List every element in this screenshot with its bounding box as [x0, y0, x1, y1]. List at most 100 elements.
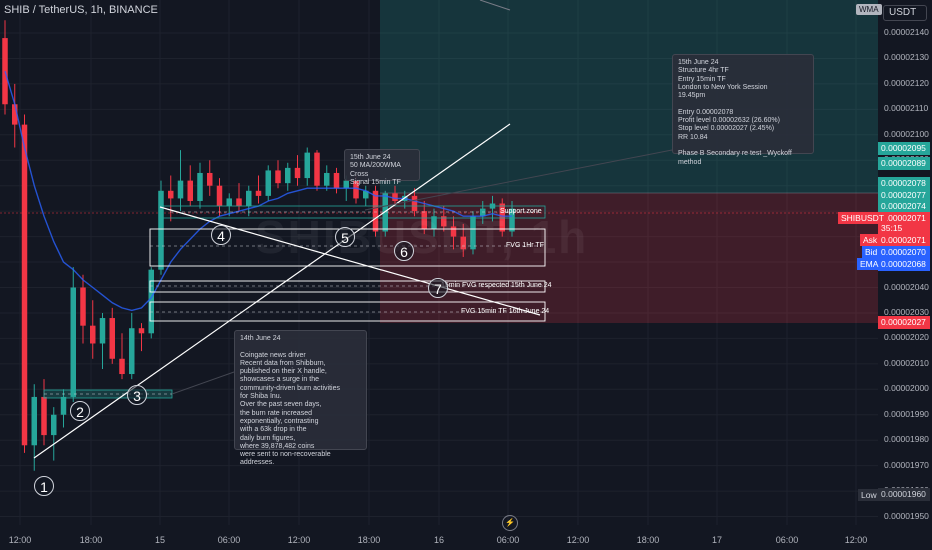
price-tick-label: 0.00002130: [884, 52, 929, 63]
time-tick-label: 12:00: [566, 535, 590, 545]
note-connector-14th: [171, 371, 235, 395]
candle: [441, 206, 447, 232]
price-tick-label: 0.00001970: [884, 459, 929, 470]
candle: [51, 407, 57, 461]
time-tick-label: 06:00: [775, 535, 799, 545]
candle-body: [99, 318, 106, 344]
candle: [21, 114, 28, 453]
time-tick-label: 15: [154, 535, 166, 545]
candle: [421, 200, 427, 235]
candle-body: [431, 216, 437, 229]
candle: [109, 307, 115, 364]
candle: [275, 160, 281, 189]
candle: [207, 160, 213, 196]
price-tick-label: 0.00001980: [884, 434, 929, 445]
candle: [363, 185, 369, 207]
note-june15-setup[interactable]: 15th June 24 Structure 4hr TF Entry 15mi…: [672, 54, 814, 166]
price-tick-label: 0.00002010: [884, 357, 929, 368]
candle: [99, 312, 106, 369]
candle-body: [51, 414, 57, 436]
support-zone-label: Support zone: [500, 208, 542, 215]
time-tick-label: 06:00: [496, 535, 520, 545]
candle: [304, 147, 310, 186]
candle-body: [460, 236, 466, 250]
marker-6[interactable]: 6: [394, 241, 414, 261]
price-label-2095: 0.00002095: [878, 142, 930, 155]
current-price-label: 0.00002071: [878, 212, 930, 225]
note-june14-news[interactable]: 14th June 24 Coingate news driver Recent…: [234, 330, 367, 466]
time-tick-label: 18:00: [357, 535, 381, 545]
candle: [177, 150, 184, 212]
candle: [509, 200, 515, 237]
candle-body: [197, 172, 203, 201]
candle-body: [168, 190, 174, 199]
candle-body: [148, 269, 154, 334]
price-tick-label: 0.00002000: [884, 383, 929, 394]
candle: [285, 162, 291, 191]
time-tick-label: 12:00: [844, 535, 868, 545]
marker-2[interactable]: 2: [70, 401, 90, 421]
marker-1[interactable]: 1: [34, 476, 54, 496]
candle: [2, 20, 8, 115]
candle-body: [246, 190, 252, 207]
candle-body: [294, 167, 301, 179]
candle-body: [158, 190, 164, 270]
price-label-2078: 0.00002078: [878, 177, 930, 190]
candle: [265, 165, 271, 201]
candle: [60, 389, 67, 428]
candle: [216, 178, 223, 217]
marker-4[interactable]: 4: [211, 225, 231, 245]
time-tick-label: 18:00: [79, 535, 103, 545]
candle: [168, 175, 174, 222]
symbol-side-label: SHIBUSDT: [838, 212, 887, 224]
candle: [148, 267, 154, 339]
candle-body: [216, 185, 223, 207]
candle: [480, 200, 486, 224]
candle: [31, 384, 37, 471]
candle-body: [499, 203, 505, 232]
price-tick-label: 0.00002110: [884, 103, 929, 114]
time-tick-label: 12:00: [287, 535, 311, 545]
ema-side-label: EMA: [857, 258, 882, 270]
time-tick-label: 06:00: [217, 535, 241, 545]
symbol-title[interactable]: SHIB / TetherUS, 1h, BINANCE: [4, 4, 158, 16]
low-side-label: Low: [858, 489, 880, 501]
wma-tag[interactable]: WMA: [856, 4, 882, 15]
candle: [187, 165, 193, 207]
candle-body: [226, 198, 232, 207]
candle-body: [207, 172, 213, 186]
candle: [499, 198, 505, 237]
candle-body: [382, 193, 388, 232]
price-tick-label: 0.00002100: [884, 128, 929, 139]
currency-selector[interactable]: USDT: [883, 5, 927, 21]
candle: [392, 185, 398, 207]
candle: [431, 208, 437, 237]
fvg-15min-16th-label: FVG 15min TF 16th June 24: [461, 308, 550, 315]
ask-side-label: Ask: [860, 234, 881, 246]
candle-body: [363, 190, 369, 199]
price-tick-label: 0.00002140: [884, 27, 929, 37]
candle-body: [119, 358, 125, 375]
time-tick-label: 12:00: [8, 535, 32, 545]
candle: [197, 162, 203, 209]
candle-body: [236, 198, 242, 207]
marker-7[interactable]: 7: [428, 278, 448, 298]
bid-side-label: Bid: [862, 246, 881, 258]
bid-price-label: 0.00002070: [878, 246, 930, 259]
price-tick-label: 0.00002030: [884, 306, 929, 317]
price-label-2077: 0.00002077: [878, 189, 930, 202]
note-cross-signal[interactable]: 15th June 24 50 MA/200WMA Cross Signal 1…: [344, 149, 420, 186]
candle-body: [421, 211, 427, 229]
candle-body: [70, 287, 76, 397]
candle: [90, 300, 96, 359]
candle-body: [60, 396, 67, 415]
candle: [70, 267, 76, 403]
candle: [372, 185, 379, 237]
lightning-icon[interactable]: ⚡: [502, 515, 518, 531]
candle-body: [450, 226, 457, 237]
candle: [129, 312, 135, 380]
candle: [226, 193, 232, 217]
marker-5[interactable]: 5: [335, 227, 355, 247]
marker-3[interactable]: 3: [127, 385, 147, 405]
